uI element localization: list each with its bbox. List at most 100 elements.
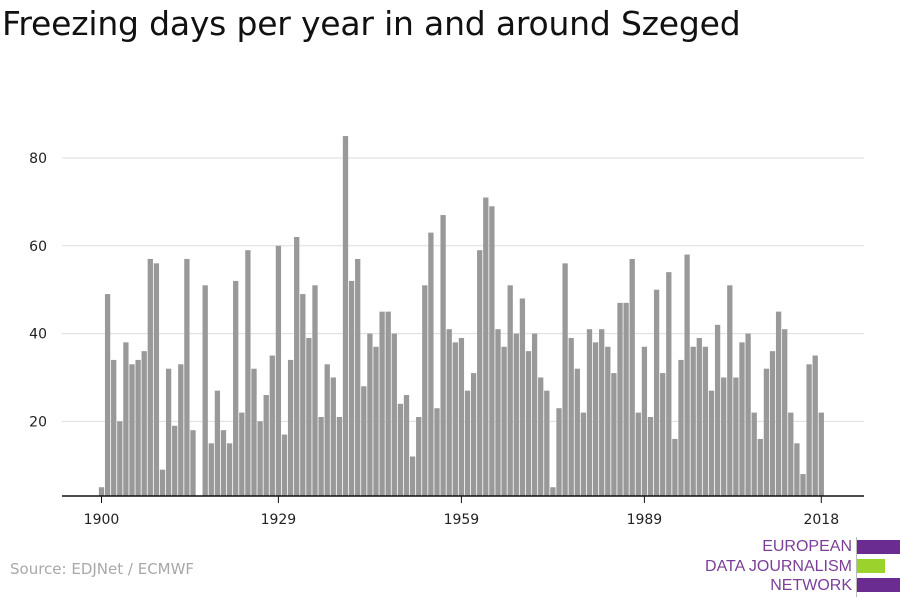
bar	[489, 206, 495, 497]
bar	[629, 258, 635, 496]
bar	[147, 258, 153, 496]
bar	[733, 377, 739, 496]
source-note: Source: EDJNet / ECMWF	[10, 560, 195, 578]
bar	[117, 421, 123, 496]
bar	[525, 351, 532, 496]
bar	[178, 364, 184, 496]
bar	[721, 377, 727, 496]
bar	[513, 333, 519, 496]
bar	[702, 346, 709, 496]
logo-bar-green	[857, 559, 885, 573]
bar	[812, 355, 818, 496]
bar	[330, 377, 336, 496]
bar	[239, 412, 245, 496]
bar	[550, 487, 556, 496]
bar	[294, 237, 300, 496]
bar-chart: 20 40 60 80 1900 1929 1959 1989 2018	[29, 136, 864, 528]
bar	[745, 333, 751, 496]
bar	[226, 443, 233, 496]
bar	[531, 333, 538, 496]
bar	[287, 359, 294, 496]
x-tick-label: 1959	[444, 512, 480, 528]
bar	[172, 425, 178, 496]
bar	[409, 456, 416, 496]
bar	[403, 395, 410, 496]
bar	[300, 294, 306, 496]
bar	[696, 337, 702, 496]
y-tick-label: 60	[29, 239, 47, 255]
bar	[348, 280, 355, 496]
bar	[257, 421, 263, 496]
x-tick-label: 1900	[84, 512, 120, 528]
bar	[434, 408, 440, 496]
bar	[190, 430, 196, 496]
bar	[202, 285, 208, 496]
bar	[568, 337, 574, 496]
bar	[574, 368, 580, 496]
bar	[416, 416, 422, 496]
bar	[361, 386, 367, 496]
bar	[440, 215, 446, 496]
bar	[104, 294, 111, 496]
bar	[165, 368, 172, 496]
bar	[452, 342, 458, 496]
bar	[586, 329, 593, 496]
bar	[727, 285, 733, 496]
bar	[214, 390, 221, 496]
bar	[355, 258, 361, 496]
bar	[251, 368, 257, 496]
bar	[245, 250, 251, 496]
bar	[446, 329, 452, 496]
bar	[599, 329, 605, 496]
bar	[678, 359, 684, 496]
bar	[312, 285, 318, 496]
bar	[141, 351, 147, 496]
logo-bar-purple-bottom	[857, 578, 900, 592]
bar	[428, 232, 434, 496]
bar	[220, 430, 227, 496]
bar	[672, 438, 678, 496]
bar	[708, 390, 715, 496]
bar	[794, 443, 800, 496]
bar	[544, 390, 550, 496]
bar	[507, 285, 513, 496]
bar	[763, 368, 770, 496]
bar	[690, 346, 696, 496]
bar	[580, 412, 587, 496]
x-axis-ticks: 1900 1929 1959 1989 2018	[84, 496, 839, 528]
bar	[782, 329, 788, 496]
bar	[660, 373, 666, 496]
bar	[483, 197, 489, 496]
edjnet-logo: EUROPEAN DATA JOURNALISM NETWORK	[700, 537, 900, 597]
bar	[562, 263, 568, 496]
bar	[422, 285, 428, 496]
bar	[153, 263, 160, 496]
bar	[233, 280, 239, 496]
bar	[647, 416, 654, 496]
bar	[135, 359, 141, 496]
bar	[501, 346, 507, 496]
bar	[666, 272, 672, 496]
bar	[306, 337, 312, 496]
bar	[318, 416, 324, 496]
logo-line-2: DATA JOURNALISM	[705, 558, 852, 575]
bar	[385, 311, 391, 496]
bar	[123, 342, 129, 496]
bar	[281, 434, 288, 496]
bar	[757, 438, 763, 496]
bar	[538, 377, 544, 496]
bar	[714, 324, 721, 496]
bar	[367, 333, 373, 496]
bar	[788, 412, 794, 496]
bar	[592, 342, 599, 496]
bar	[470, 373, 477, 496]
y-tick-label: 80	[29, 151, 47, 167]
bar	[269, 355, 275, 496]
bar	[684, 254, 690, 496]
bar	[324, 364, 330, 496]
y-tick-label: 40	[29, 327, 47, 343]
bar	[641, 346, 648, 496]
bar	[184, 258, 190, 496]
bar	[617, 302, 623, 496]
bar	[519, 298, 526, 496]
